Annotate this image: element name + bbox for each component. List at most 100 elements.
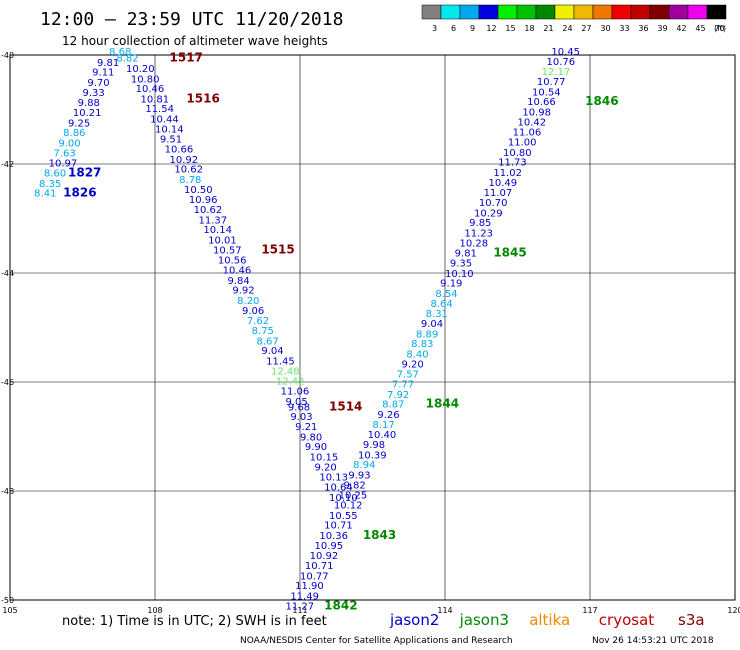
swh-value: 9.82 (344, 480, 366, 491)
swh-value: 8.54 (435, 289, 457, 300)
swh-value: 9.81 (455, 249, 477, 260)
lon-tick-label: 108 (147, 606, 162, 615)
colorbar-label: 33 (619, 24, 629, 33)
colorbar-swatch (440, 4, 461, 20)
colorbar-swatch (611, 4, 632, 20)
track-1842-1846: 10.4510.7612.1710.7710.5410.6610.9810.42… (286, 47, 619, 612)
swh-value: 9.19 (440, 279, 462, 290)
legend-s3a: s3a (678, 611, 705, 629)
swh-value: 10.62 (194, 205, 223, 216)
swh-value: 9.04 (421, 319, 443, 330)
swh-value: 9.05 (286, 397, 308, 408)
swh-value: 7.92 (387, 390, 409, 401)
legend-jason3: jason3 (459, 611, 509, 629)
swh-value: 11.73 (498, 158, 527, 169)
page-subtitle: 12 hour collection of altimeter wave hei… (62, 34, 328, 48)
pass-time-label: 1846 (585, 94, 618, 108)
lat-tick-label: -50 (1, 596, 14, 605)
swh-value: 9.90 (305, 442, 327, 453)
colorbar-label: 3 (432, 24, 437, 33)
pass-time-label: 1827 (68, 166, 101, 180)
swh-value: 11.06 (281, 387, 310, 398)
swh-value: 9.00 (58, 139, 80, 150)
swh-value: 9.70 (87, 78, 109, 89)
swh-value: 10.01 (208, 236, 237, 247)
swh-value: 10.81 (141, 94, 170, 105)
swh-value: 8.89 (416, 329, 438, 340)
legend-altika: altika (529, 611, 570, 629)
swh-value: 11.90 (295, 581, 324, 592)
track-1515-1517: 8.8210.2010.8010.4610.8111.5410.4410.149… (116, 51, 362, 504)
swh-value: 9.20 (402, 359, 424, 370)
swh-value: 9.26 (377, 410, 399, 421)
swh-value: 10.45 (551, 47, 580, 58)
swh-value: 10.77 (537, 77, 566, 88)
legend-cryosat: cryosat (599, 611, 654, 629)
pass-time-label: 1845 (493, 246, 526, 260)
pass-time-label: 1842 (324, 598, 357, 612)
swh-value: 11.06 (513, 128, 542, 139)
swh-value: 7.77 (392, 379, 414, 390)
swh-value: 10.80 (131, 74, 160, 85)
swh-value: 10.71 (324, 521, 353, 532)
colorbar-label: 36 (638, 24, 648, 33)
swh-value: 11.02 (493, 168, 522, 179)
swh-value: 10.55 (329, 511, 358, 522)
swh-value: 9.80 (300, 432, 322, 443)
colorbar-swatch (421, 4, 442, 20)
swh-value: 8.40 (406, 349, 428, 360)
altimeter-tracks: 8.8210.2010.8010.4610.8111.5410.4410.149… (34, 47, 618, 612)
swh-value: 8.86 (63, 128, 85, 139)
swh-value: 8.60 (44, 169, 66, 180)
swh-value: 10.71 (305, 561, 334, 572)
swh-value: 10.50 (184, 185, 213, 196)
colorbar-label: 39 (657, 24, 667, 33)
colorbar-swatch (706, 4, 727, 20)
swh-value: 9.06 (242, 306, 264, 317)
colorbar-swatch (478, 4, 499, 20)
swh-value: 11.07 (484, 188, 513, 199)
swh-value: 10.10 (329, 493, 358, 504)
swh-value: 10.77 (300, 571, 329, 582)
swh-value: 9.35 (450, 258, 472, 269)
satellite-legend: jason2 jason3 altika cryosat s3a (389, 611, 705, 629)
swh-value: 10.36 (319, 531, 348, 542)
swh-value: 10.92 (170, 155, 199, 166)
swh-value: 10.98 (522, 107, 551, 118)
swh-value: 11.00 (508, 137, 537, 148)
pass-time-label: 1517 (170, 51, 203, 65)
swh-value: 10.64 (324, 482, 353, 493)
pass-time-label: 1514 (329, 399, 362, 413)
swh-value: 10.56 (218, 256, 247, 267)
swh-value: 8.82 (116, 54, 138, 65)
lat-tick-label: -48 (1, 487, 14, 496)
swh-value: 10.66 (527, 97, 556, 108)
swh-value: 11.37 (199, 215, 228, 226)
pass-time-label: 1516 (186, 91, 219, 105)
swh-value: 10.92 (310, 551, 339, 562)
colorbar-swatch (573, 4, 594, 20)
colorbar-swatch (668, 4, 689, 20)
colorbar-label: 24 (562, 24, 572, 33)
lat-tick-label: -44 (1, 269, 14, 278)
lat-tick-label: -46 (1, 378, 14, 387)
swh-value: 10.13 (319, 473, 348, 484)
footer-credit: NOAA/NESDIS Center for Satellite Applica… (240, 636, 513, 646)
footer-note: note: 1) Time is in UTC; 2) SWH is in fe… (62, 614, 327, 629)
colorbar-label: 42 (676, 24, 686, 33)
swh-value: 10.97 (49, 159, 78, 170)
colorbar-swatch (535, 4, 556, 20)
swh-value: 10.76 (547, 57, 576, 68)
swh-value: 9.88 (78, 98, 100, 109)
swh-value: 10.10 (445, 269, 474, 280)
swh-value: 9.51 (160, 135, 182, 146)
swh-value: 9.84 (228, 276, 250, 287)
colorbar-label: 70 (714, 24, 724, 33)
swh-value: 9.81 (97, 58, 119, 69)
swh-value: 8.87 (382, 400, 404, 411)
colorbar-swatch (687, 4, 708, 20)
colorbar-label: 9 (470, 24, 475, 33)
colorbar-swatch (554, 4, 575, 20)
map-grid (9, 54, 736, 601)
